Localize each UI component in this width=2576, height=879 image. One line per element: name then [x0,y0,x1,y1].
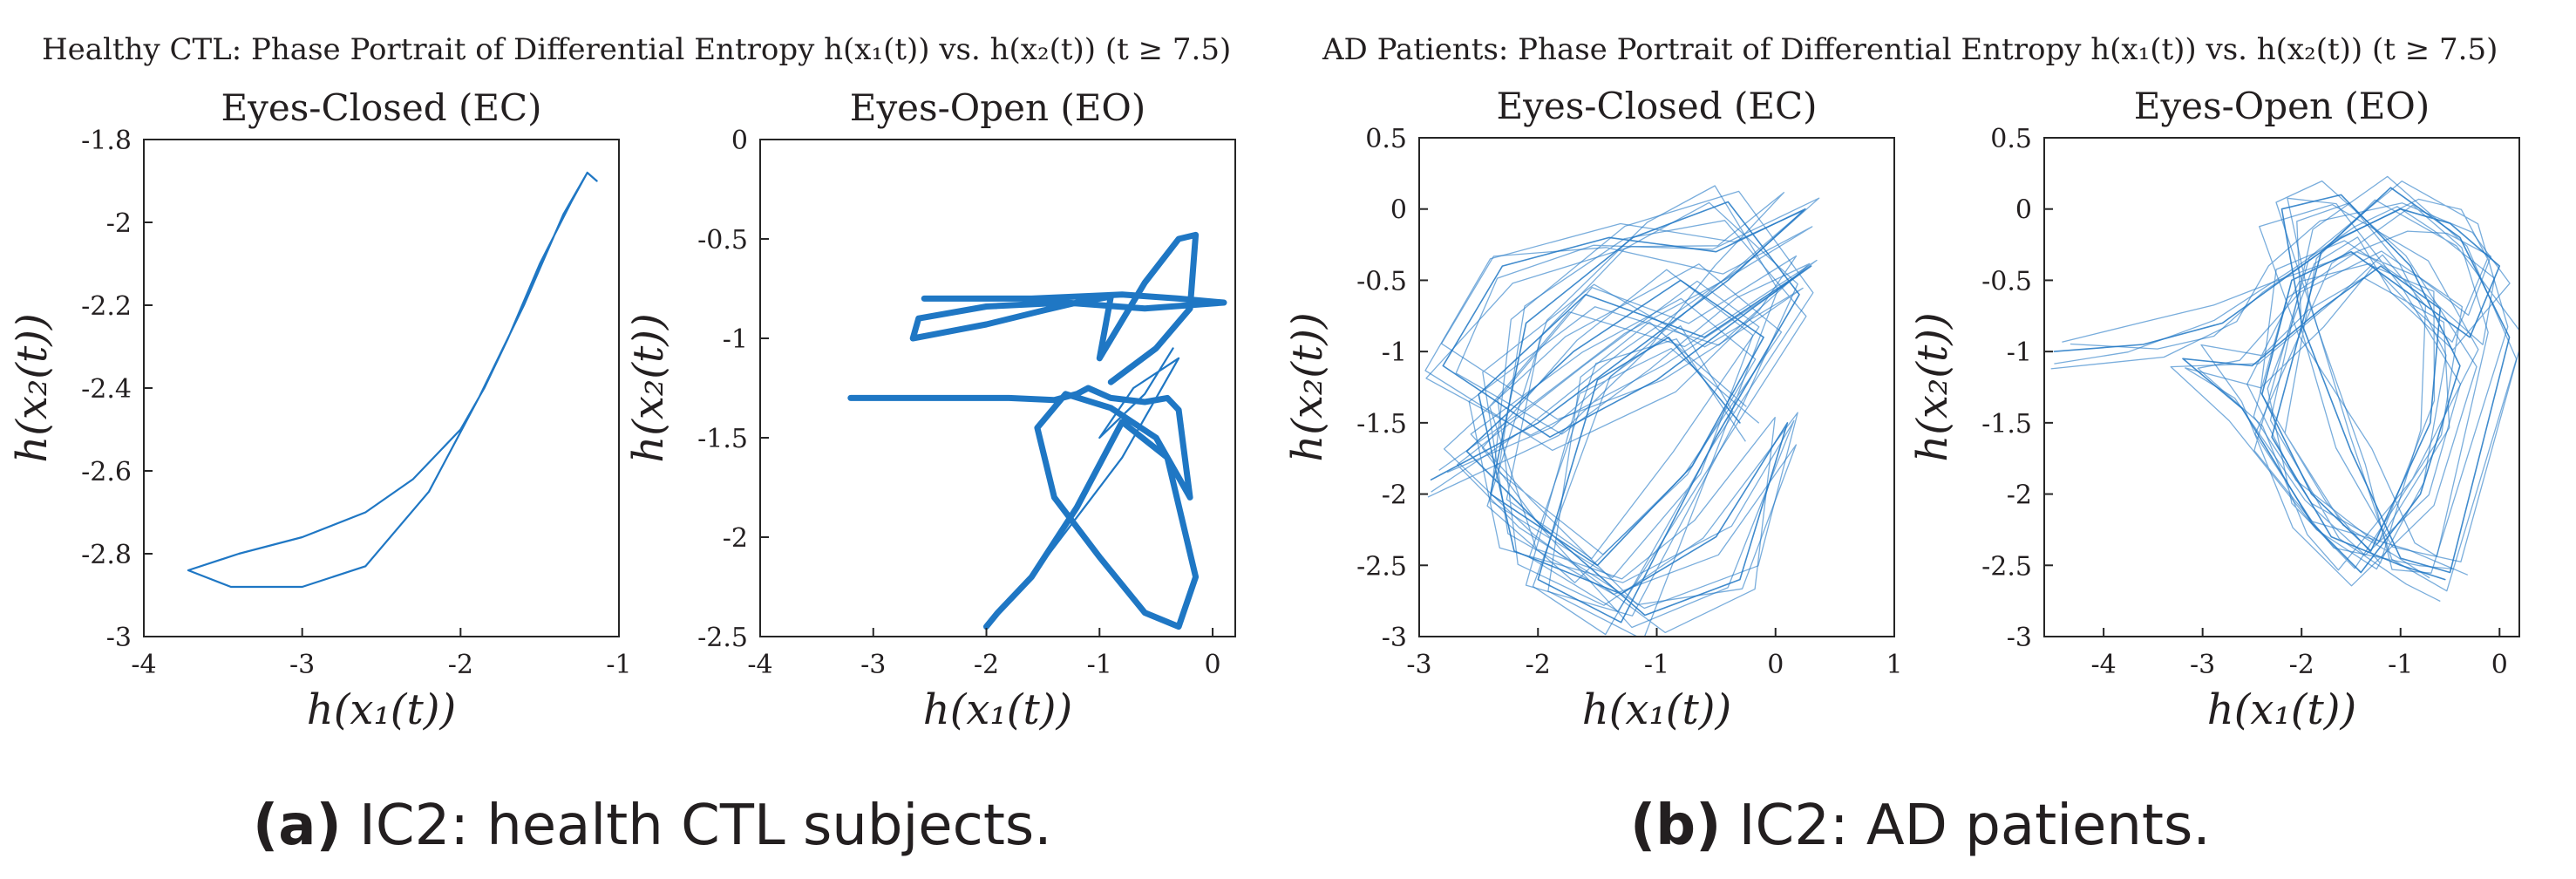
x-tick-label: -3 [860,650,886,680]
y-tick-label: -2 [2007,480,2032,511]
healthy-eo-axes: -4 -3 -2 -1 0 -2.5 -2 -1.5 -1 -0.5 0 Eyes-Open (EO)… [624,86,1236,734]
y-tick-label: 0 [2015,195,2032,226]
ad-eo-axes: -4 -3 -2 -1 0 -3 -2.5 -2 -1.5 -1 -0.5 0 0.5 Eyes-Open… [1908,85,2520,734]
x-axis-label: h(x₁(t)) [2207,685,2356,734]
caption-a: (a) IC2: health CTL subjects. [253,794,1052,858]
y-tick-label: -1.8 [81,126,132,156]
y-tick-label: 0 [731,126,748,156]
y-tick-label: 0.5 [1990,124,2032,154]
x-tick-label: -2 [2289,650,2314,680]
caption-b-letter: (b) [1630,794,1721,858]
x-tick-label: -3 [1406,650,1431,680]
x-tick-label: -2 [448,650,473,680]
x-axis-label: h(x₁(t)) [307,685,456,734]
x-tick-label: -3 [289,650,315,680]
y-tick-label: -2.6 [81,457,132,487]
series-strand-0-3 [2050,202,2511,576]
y-tick-label: -2.4 [81,374,132,405]
y-axis-label: h(x₂(t)) [8,313,57,462]
x-tick-label: -4 [2091,650,2117,680]
caption-a-text: IC2: health CTL subjects. [342,794,1052,858]
y-axis-label: h(x₂(t)) [1908,312,1957,461]
y-tick-label: -2 [723,523,748,554]
header-healthy-ctl: Healthy CTL: Phase Portrait of Different… [42,32,1231,67]
ad-ec-axes: -3 -2 -1 0 1 -3 -2.5 -2 -1.5 -1 -0.5 0 0.5 Eyes-Close… [1283,85,1903,734]
series-strand-0-3 [1425,185,1818,637]
x-axis-label: h(x₁(t)) [1582,685,1731,734]
y-tick-label: -1.5 [697,424,748,454]
y-tick-label: -0.5 [697,225,748,256]
x-tick-label: 1 [1886,650,1902,680]
caption-b: (b) IC2: AD patients. [1630,794,2211,858]
y-tick-label: -2.5 [1981,551,2032,582]
series-line-2 [985,347,1180,628]
x-tick-label: -1 [606,650,631,680]
x-tick-label: -1 [1087,650,1112,680]
y-tick-label: -0.5 [1356,266,1407,296]
series-line-0 [909,231,1227,385]
caption-a-letter: (a) [253,794,342,858]
y-axis-label: h(x₂(t)) [624,313,673,462]
x-tick-label: -4 [747,650,772,680]
series-line-0 [187,171,598,589]
subplot-title: Eyes-Closed (EC) [1496,85,1817,127]
y-axis-label: h(x₂(t)) [1283,312,1332,461]
y-tick-label: -1 [1382,337,1407,368]
y-tick-label: 0.5 [1365,124,1407,154]
axes-frame [1418,137,1895,637]
caption-b-text: IC2: AD patients. [1721,794,2210,858]
series-line-1 [847,385,1200,630]
y-tick-label: -2 [106,208,132,239]
x-tick-label: 0 [1767,650,1784,680]
y-tick-label: -2 [1382,480,1407,511]
y-tick-label: -2.5 [1356,551,1407,582]
header-ad-patients: AD Patients: Phase Portrait of Different… [1322,32,2498,67]
y-tick-label: -3 [2007,623,2032,653]
series-strand-0-1 [1424,201,1805,617]
axes-frame [759,139,1236,637]
x-tick-label: -2 [974,650,999,680]
y-tick-label: 0 [1390,195,1407,226]
x-tick-label: 0 [1205,650,1221,680]
y-tick-label: -1.5 [1981,409,2032,440]
y-tick-label: -2.8 [81,540,132,570]
subplot-title: Eyes-Closed (EC) [221,86,541,129]
series-strand-0-1 [2070,180,2509,587]
y-tick-label: -1 [723,324,748,355]
y-tick-label: -1 [2007,337,2032,368]
x-tick-label: -1 [1644,650,1669,680]
y-tick-label: -2.2 [81,291,132,322]
subplot-title: Eyes-Open (EO) [850,86,1145,129]
y-tick-label: -0.5 [1981,266,2032,296]
subplot-title: Eyes-Open (EO) [2134,85,2430,127]
y-tick-label: -3 [106,623,132,653]
x-tick-label: -3 [2190,650,2215,680]
series-strand-0-2 [2062,175,2518,603]
axes-frame [2043,137,2520,637]
x-tick-label: -4 [131,650,156,680]
x-tick-label: -1 [2388,650,2413,680]
y-tick-label: -3 [1382,623,1407,653]
x-tick-label: -2 [1526,650,1551,680]
series-strand-0-0 [1431,190,1820,636]
x-tick-label: 0 [2491,650,2508,680]
y-tick-label: -1.5 [1356,409,1407,440]
x-axis-label: h(x₁(t)) [923,685,1072,734]
y-tick-label: -2.5 [697,623,748,653]
healthy-ec-axes: -4 -3 -2 -1-3-2.8-2.6-2.4-2.2-2-1.8Eyes-Clo… [8,86,632,734]
